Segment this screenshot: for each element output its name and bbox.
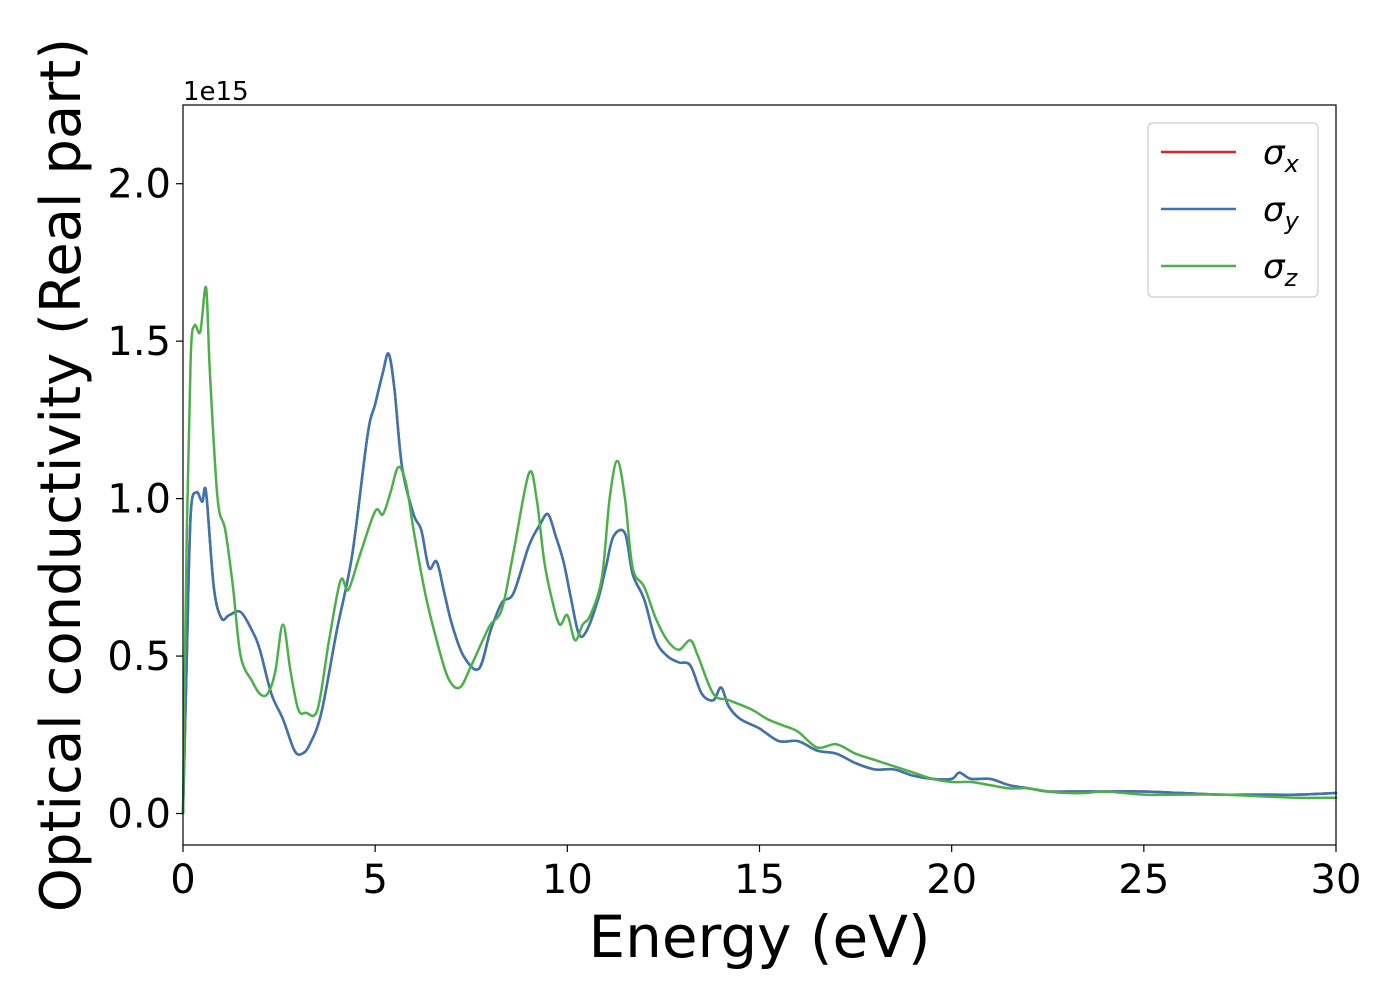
- x-tick-label: 0: [170, 857, 195, 903]
- y-axis-label: Optical conductivity (Real part): [29, 38, 94, 912]
- x-tick-label: 5: [362, 857, 387, 903]
- legend-label-y: σy: [1263, 190, 1300, 235]
- series-layer: [181, 286, 1338, 815]
- x-tick-label: 15: [734, 857, 785, 903]
- x-tick-label: 25: [1118, 857, 1169, 903]
- y-tick-label: 1.5: [107, 319, 171, 365]
- y-offset-label: 1e15: [183, 77, 249, 107]
- x-tick-label: 10: [542, 857, 593, 903]
- y-tick-label: 1.0: [107, 477, 171, 523]
- series-line-z: [181, 286, 1338, 815]
- y-tick-label: 0.5: [107, 634, 171, 680]
- y-axis-ticks: 0.0 0.5 1.0 1.5 2.0: [107, 162, 183, 838]
- y-tick-label: 0.0: [107, 792, 171, 838]
- x-tick-label: 30: [1311, 857, 1362, 903]
- legend-label-x: σx: [1263, 133, 1300, 178]
- x-axis-label: Energy (eV): [588, 903, 930, 971]
- y-tick-label: 2.0: [107, 162, 171, 208]
- x-tick-label: 20: [926, 857, 977, 903]
- legend-label-z: σz: [1263, 247, 1299, 292]
- series-line-y: [181, 352, 1338, 815]
- legend: σx σy σz: [1147, 122, 1319, 298]
- x-axis-ticks: 0 5 10 15 20 25 30: [170, 845, 1361, 903]
